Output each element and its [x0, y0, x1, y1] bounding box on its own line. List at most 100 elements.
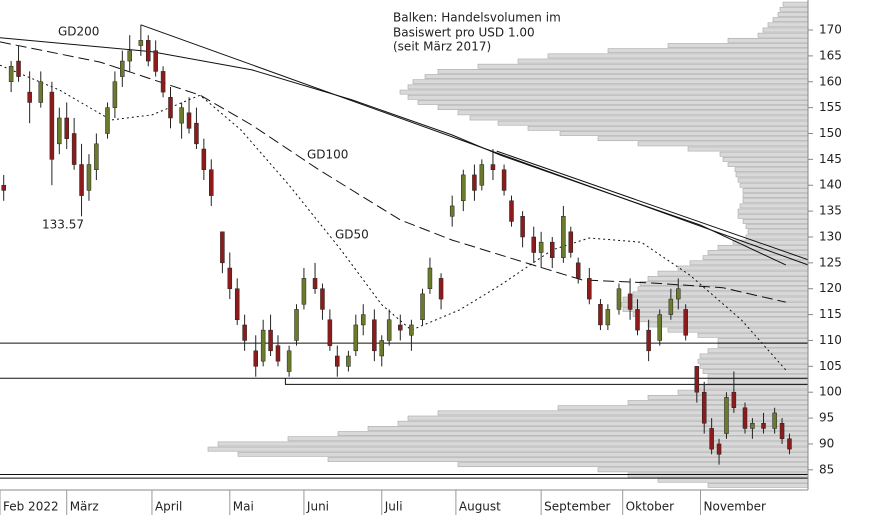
volume-bar [667, 43, 809, 48]
volume-bar [657, 477, 809, 483]
volume-bar [667, 327, 809, 333]
volume-bar [767, 22, 809, 28]
volume-bar [477, 63, 809, 69]
volume-bar [699, 363, 809, 369]
volume-bar [719, 151, 809, 157]
candle-body [294, 309, 299, 341]
y-tick-label: 130 [819, 229, 842, 243]
volume-bar [745, 234, 809, 240]
candle-body [420, 293, 425, 321]
candle-body [186, 112, 192, 129]
x-tick-label: Juni [306, 500, 329, 514]
volume-bar [737, 208, 809, 214]
candle-body [724, 397, 729, 434]
volume-bar [559, 131, 809, 136]
candle-body [227, 267, 233, 289]
y-tick-label: 85 [819, 462, 834, 476]
candle-body [260, 329, 266, 362]
support-line [496, 150, 809, 261]
candle-body [8, 65, 14, 83]
candle-body [94, 143, 99, 170]
volume-bar [237, 451, 809, 457]
volume-bar [424, 74, 809, 79]
volume-bar [407, 94, 809, 100]
candle-body [668, 298, 674, 315]
candle-body [605, 309, 611, 326]
volume-bar [722, 156, 809, 162]
support-line [140, 24, 809, 266]
line-label: GD100 [307, 148, 348, 162]
volume-bar [637, 317, 809, 323]
volume-bar [497, 120, 809, 126]
candle-body [538, 241, 544, 253]
candle-body [627, 293, 633, 310]
volume-bar [699, 353, 809, 359]
candle-body [635, 309, 640, 331]
candle-body [71, 133, 77, 165]
x-tick-label: September [544, 500, 610, 514]
y-tick-label: 90 [819, 436, 834, 450]
candle-body [1, 184, 6, 191]
candle-body [716, 443, 722, 455]
candle-body [38, 81, 44, 103]
volume-bar [727, 162, 809, 167]
volume-bar [607, 48, 809, 54]
candle-body [346, 355, 351, 367]
volume-bar [702, 369, 809, 374]
candle-body [761, 423, 766, 429]
y-tick-label: 110 [819, 333, 842, 347]
low-label: 133.57 [42, 218, 84, 232]
candle-body [275, 345, 281, 362]
volume-bar [527, 125, 809, 131]
volume-bar [762, 27, 809, 33]
x-tick-label: Mai [233, 500, 254, 514]
x-tick-label: November [704, 500, 766, 514]
candle-body [598, 303, 603, 326]
plot-layer [0, 1, 809, 488]
volume-bar [337, 431, 809, 436]
volume-bar [412, 79, 809, 85]
candle-body [587, 278, 592, 300]
note-line: (seit März 2017) [393, 40, 491, 54]
volume-bar [647, 322, 809, 328]
candle-body [683, 309, 688, 336]
y-tick-label: 100 [819, 385, 842, 399]
candle-body [209, 169, 214, 196]
candle-body [286, 350, 292, 372]
candle-body [86, 164, 92, 191]
volume-bar [747, 229, 809, 235]
note-line: Basiswert pro USD 1.00 [393, 26, 535, 40]
volume-bar [697, 332, 809, 338]
candle-body [49, 91, 55, 160]
volume-bar [742, 193, 809, 198]
candle-body [731, 391, 737, 408]
moving-average [0, 37, 787, 266]
volume-bar [697, 358, 809, 364]
volume-bar [772, 17, 809, 23]
candle-body [531, 236, 536, 253]
volume-bar [739, 203, 809, 209]
volume-bar [647, 275, 809, 281]
candle-body [360, 314, 366, 326]
candle-body [427, 267, 433, 289]
candle-body [242, 324, 247, 341]
candle-body [409, 324, 414, 336]
volume-bar [689, 260, 809, 266]
candle-body [138, 40, 144, 46]
candle-body [575, 262, 581, 279]
volume-bar [707, 379, 809, 385]
y-tick-label: 165 [819, 48, 842, 62]
candle-body [779, 423, 785, 440]
volume-bar [757, 32, 809, 38]
candle-body [146, 40, 151, 62]
volume-bar [745, 224, 809, 230]
volume-bar [742, 198, 809, 204]
candle-body [501, 169, 507, 191]
candle-body [320, 288, 325, 310]
volume-bar [734, 167, 809, 173]
volume-bar [627, 400, 809, 405]
candle-body [676, 288, 681, 300]
volume-bar [717, 343, 809, 349]
candle-body [509, 200, 514, 222]
